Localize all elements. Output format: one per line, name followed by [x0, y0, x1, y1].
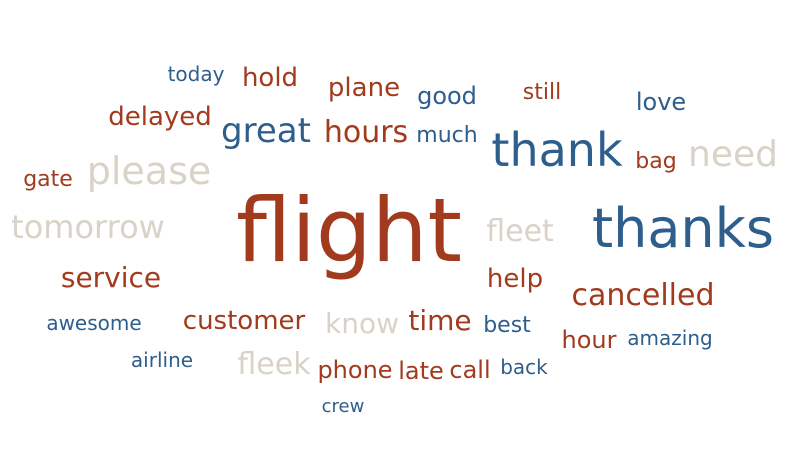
word-hours: hours — [323, 115, 409, 150]
word-phone: phone — [317, 356, 393, 384]
word-late: late — [398, 357, 444, 385]
word-much: much — [416, 123, 478, 148]
word-still: still — [522, 80, 562, 105]
word-thanks: thanks — [591, 197, 775, 260]
word-know: know — [325, 307, 399, 340]
word-cancelled: cancelled — [571, 278, 715, 313]
word-best: best — [483, 313, 531, 338]
word-customer: customer — [182, 306, 306, 336]
word-today: today — [167, 62, 225, 86]
word-flight: flight — [235, 179, 463, 282]
word-plane: plane — [327, 73, 401, 103]
word-good: good — [417, 82, 477, 110]
word-hold: hold — [241, 63, 299, 93]
word-awesome: awesome — [46, 311, 142, 335]
word-airline: airline — [130, 348, 194, 372]
word-thank: thank — [491, 123, 623, 177]
word-love: love — [635, 88, 687, 116]
word-fleek: fleek — [237, 347, 311, 382]
word-fleet: fleet — [486, 214, 554, 249]
word-need: need — [688, 134, 778, 175]
word-service: service — [60, 261, 162, 294]
word-gate: gate — [23, 167, 73, 192]
word-delayed: delayed — [108, 102, 212, 132]
word-call: call — [449, 356, 491, 384]
word-time: time — [408, 304, 472, 337]
word-please: please — [86, 149, 212, 193]
word-back: back — [500, 355, 548, 379]
word-hour: hour — [561, 326, 617, 354]
word-help: help — [486, 264, 544, 294]
word-bag: bag — [635, 149, 677, 174]
word-tomorrow: tomorrow — [11, 208, 165, 246]
word-crew: crew — [321, 396, 365, 417]
word-amazing: amazing — [627, 326, 713, 350]
word-great: great — [221, 111, 311, 151]
